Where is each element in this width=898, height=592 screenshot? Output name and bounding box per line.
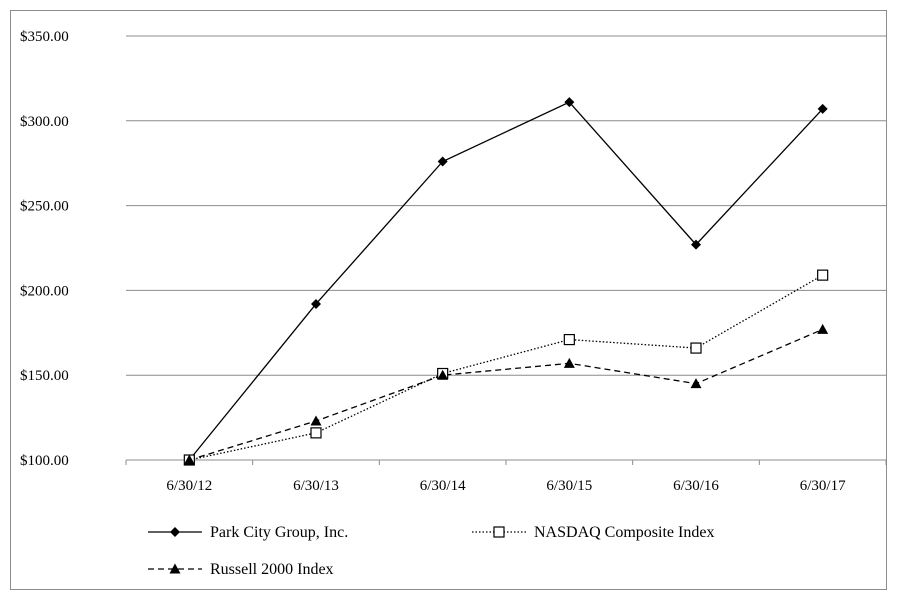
point-nasdaq-composite-index-6/30/16 — [690, 342, 702, 354]
x-tick-label-6/30/13: 6/30/13 — [293, 478, 339, 494]
point-russell-2000-index-6/30/16 — [690, 378, 702, 389]
legend-label-nasdaq-composite-index: NASDAQ Composite Index — [534, 524, 714, 541]
x-tick-label-6/30/17: 6/30/17 — [800, 478, 846, 494]
series-line-nasdaq-composite-index — [189, 274, 823, 461]
point-russell-2000-index-6/30/15 — [563, 357, 575, 368]
x-tick-label-6/30/14: 6/30/14 — [420, 478, 466, 494]
y-tick-label-300: $300.00 — [20, 114, 69, 130]
y-tick-label-150: $150.00 — [20, 368, 69, 384]
legend-marker-park-city-group-inc — [170, 527, 180, 537]
y-tick-label-350: $350.00 — [20, 29, 69, 45]
y-tick-label-200: $200.00 — [20, 283, 69, 299]
series-line-russell-2000-index — [189, 328, 823, 461]
point-russell-2000-index-6/30/17 — [817, 323, 829, 334]
series-line-park-city-group-inc — [188, 101, 824, 461]
point-nasdaq-composite-index-6/30/13 — [310, 427, 322, 439]
point-russell-2000-index-6/30/12 — [183, 454, 195, 465]
point-park-city-group-inc-6/30/16 — [691, 239, 701, 250]
point-park-city-group-inc-6/30/17 — [817, 103, 828, 114]
point-park-city-group-inc-6/30/14 — [437, 156, 448, 167]
x-tick-label-6/30/15: 6/30/15 — [546, 478, 592, 494]
y-tick-label-250: $250.00 — [20, 199, 69, 215]
legend-marker-nasdaq-composite-index — [493, 526, 505, 538]
point-nasdaq-composite-index-6/30/15 — [563, 333, 575, 346]
point-russell-2000-index-6/30/13 — [310, 415, 322, 426]
point-nasdaq-composite-index-6/30/17 — [817, 269, 829, 281]
y-tick-label-100: $100.00 — [20, 453, 69, 469]
legend-marker-russell-2000-index — [169, 563, 181, 574]
legend-label-park-city-group-inc: Park City Group, Inc. — [210, 524, 348, 541]
point-park-city-group-inc-6/30/15 — [564, 97, 575, 108]
x-tick-label-6/30/12: 6/30/12 — [166, 478, 212, 494]
point-park-city-group-inc-6/30/13 — [311, 298, 321, 309]
legend-label-russell-2000-index: Russell 2000 Index — [210, 561, 334, 578]
point-russell-2000-index-6/30/14 — [437, 369, 449, 380]
x-tick-label-6/30/16: 6/30/16 — [673, 478, 719, 494]
chart-frame — [10, 10, 887, 590]
